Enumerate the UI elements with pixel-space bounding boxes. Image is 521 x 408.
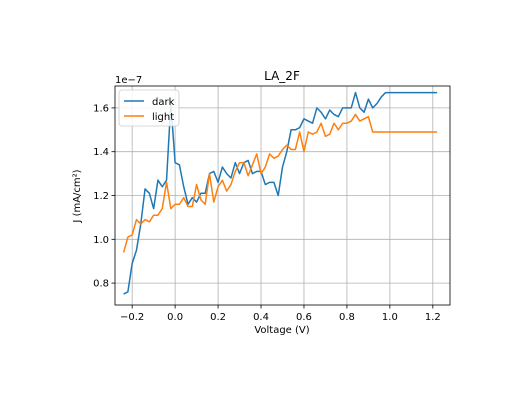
x-axis: −0.2 0.0 0.2 0.4 0.6 0.8 1.0 1.2 xyxy=(120,305,441,323)
legend-box xyxy=(118,89,180,127)
x-axis-label: Voltage (V) xyxy=(254,325,309,336)
x-tick-label: 0.6 xyxy=(296,312,312,323)
x-tick-label: 1.0 xyxy=(382,312,398,323)
series-line-dark xyxy=(123,91,438,295)
y-offset-label: 1e−7 xyxy=(115,75,142,86)
y-tick-label: 0.8 xyxy=(93,279,109,290)
y-tick-label: 1.6 xyxy=(93,103,109,114)
y-tick-label: 1.2 xyxy=(93,191,109,202)
y-axis-label: J (mA/cm²) xyxy=(72,169,83,223)
y-tick-label: 1.4 xyxy=(93,147,109,158)
x-tick-label: 0.4 xyxy=(253,312,269,323)
x-tick-label: 0.2 xyxy=(210,312,226,323)
x-tick-label: 1.2 xyxy=(425,312,441,323)
legend-label-light: light xyxy=(152,112,174,123)
y-axis: 0.8 1.0 1.2 1.4 1.6 xyxy=(93,103,115,290)
x-tick-label: 0.8 xyxy=(339,312,355,323)
legend: dark light xyxy=(118,89,180,127)
series-layer xyxy=(122,91,438,295)
series-line-light xyxy=(122,113,438,253)
chart-title: LA_2F xyxy=(264,69,300,83)
x-tick-label: 0.0 xyxy=(167,312,183,323)
x-tick-label: −0.2 xyxy=(120,312,144,323)
y-tick-label: 1.0 xyxy=(93,235,109,246)
legend-label-dark: dark xyxy=(152,97,175,108)
